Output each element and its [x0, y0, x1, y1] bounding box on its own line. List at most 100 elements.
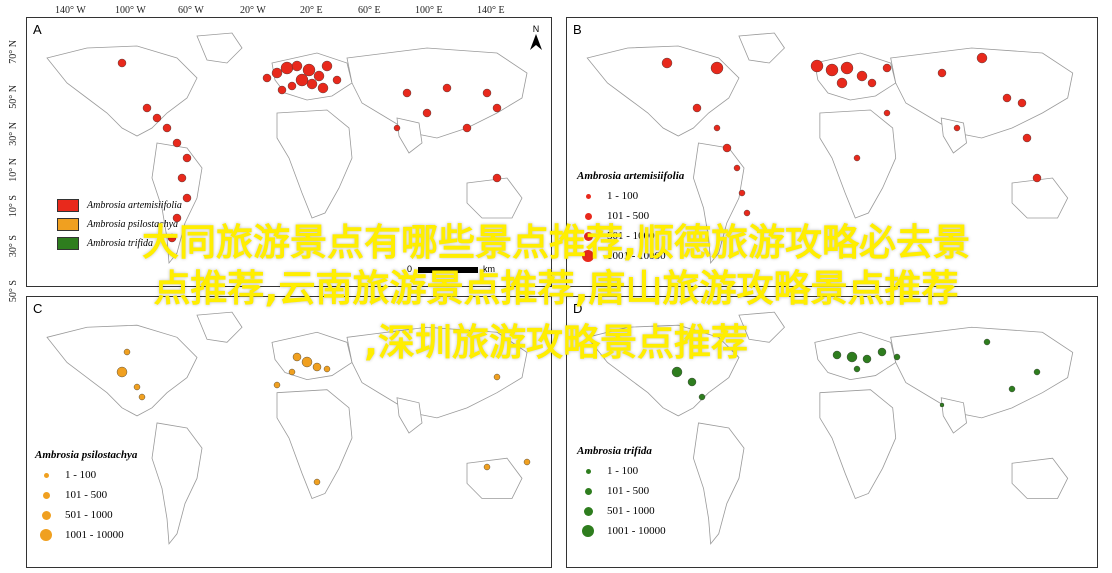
occurrence-point [162, 123, 172, 133]
occurrence-point [853, 154, 861, 162]
occurrence-point [442, 83, 452, 93]
north-arrow-icon [530, 34, 542, 50]
map-legend: Ambrosia psilostachya 1 - 100 101 - 500 … [35, 449, 137, 545]
occurrence-point [116, 366, 128, 378]
world-land [586, 311, 1074, 545]
occurrence-point [836, 77, 848, 89]
occurrence-point [840, 61, 854, 75]
occurrence-point [877, 347, 887, 357]
occurrence-point [1002, 93, 1012, 103]
scale-bar: 0 km [407, 264, 495, 274]
occurrence-markers [671, 338, 1041, 408]
lat-label: 50° N [8, 85, 19, 109]
species-legend-row: Ambrosia trifida [57, 234, 182, 253]
legend-label: 501 - 1000 [607, 505, 655, 517]
occurrence-markers [116, 348, 531, 486]
panel-letter: D [573, 301, 583, 316]
legend-label: 1 - 100 [65, 469, 97, 481]
occurrence-point [152, 113, 162, 123]
occurrence-point [402, 88, 412, 98]
occurrence-point [492, 103, 502, 113]
lon-label: 20° E [300, 5, 323, 16]
legend-label: 1001 - 10000 [65, 529, 124, 541]
occurrence-point [287, 81, 297, 91]
occurrence-point [482, 88, 492, 98]
landmass [890, 326, 1074, 419]
occurrence-point [177, 173, 187, 183]
occurrence-point [182, 153, 192, 163]
landmass [346, 326, 528, 419]
occurrence-point [810, 59, 824, 73]
occurrence-point [123, 348, 131, 356]
occurrence-point [133, 383, 141, 391]
occurrence-point [939, 402, 945, 408]
landmass [151, 422, 203, 545]
occurrence-point [953, 124, 961, 132]
occurrence-point [422, 108, 432, 118]
legend-label: 1 - 100 [607, 465, 639, 477]
landmass [196, 32, 243, 64]
lat-label: 30° N [8, 122, 19, 146]
lon-label: 140° E [477, 5, 505, 16]
occurrence-point [1008, 385, 1016, 393]
legend-label: 101 - 500 [607, 210, 650, 222]
species-legend-row: Ambrosia psilostachya [57, 215, 182, 234]
occurrence-point [313, 70, 325, 82]
occurrence-point [1022, 133, 1032, 143]
pie-markers [117, 58, 502, 243]
occurrence-point [462, 123, 472, 133]
lon-label: 60° E [358, 5, 381, 16]
landmass [1011, 177, 1069, 219]
occurrence-point [288, 368, 296, 376]
occurrence-point [523, 458, 531, 466]
lon-label: 100° E [415, 5, 443, 16]
landmass [819, 109, 897, 219]
world-land [46, 32, 528, 265]
occurrence-point [301, 356, 313, 368]
species-name: Ambrosia trifida [87, 238, 154, 249]
occurrence-point [671, 366, 683, 378]
landmass [466, 457, 523, 499]
map-panel-a: A N Ambrosia artemisiifolia Ambrosia psi… [26, 17, 552, 287]
landmass [940, 117, 967, 154]
occurrence-point [117, 58, 127, 68]
occurrence-point [733, 164, 741, 172]
legend-label: 1001 - 10000 [607, 250, 666, 262]
occurrence-point [846, 351, 858, 363]
occurrence-point [138, 393, 146, 401]
lat-label: 10° S [8, 195, 19, 218]
landmass [819, 389, 897, 500]
occurrence-point [483, 463, 491, 471]
occurrence-point [738, 189, 746, 197]
landmass [940, 397, 967, 434]
occurrence-point [492, 173, 502, 183]
legend-title: Ambrosia psilostachya [35, 449, 138, 461]
occurrence-point [167, 233, 177, 243]
map-legend: Ambrosia artemisiifolia 1 - 100 101 - 50… [577, 170, 684, 266]
scale-unit: km [483, 264, 496, 274]
occurrence-point [710, 61, 724, 75]
occurrence-point [976, 52, 988, 64]
occurrence-point [687, 377, 697, 387]
map-legend: Ambrosia trifida 1 - 100 101 - 500 501 -… [577, 445, 666, 541]
species-name: Ambrosia artemisiifolia [87, 200, 182, 211]
occurrence-point [306, 78, 318, 90]
occurrence-point [853, 365, 861, 373]
world-land [46, 311, 528, 545]
landmass [276, 109, 353, 219]
legend-label: 501 - 1000 [607, 230, 655, 242]
legend-title: Ambrosia artemisiifolia [577, 170, 685, 182]
occurrence-point [661, 57, 673, 69]
occurrence-point [743, 209, 751, 217]
species-legend-row: Ambrosia artemisiifolia [57, 196, 182, 215]
species-legend: Ambrosia artemisiifolia Ambrosia psilost… [57, 196, 182, 253]
landmass [276, 389, 353, 500]
landmass [586, 45, 740, 137]
landmass [466, 177, 523, 219]
landmass [271, 331, 353, 381]
lat-label: 10° N [8, 158, 19, 182]
landmass [1011, 457, 1069, 499]
occurrence-point [172, 138, 182, 148]
occurrence-point [1017, 98, 1027, 108]
occurrence-point [698, 393, 706, 401]
